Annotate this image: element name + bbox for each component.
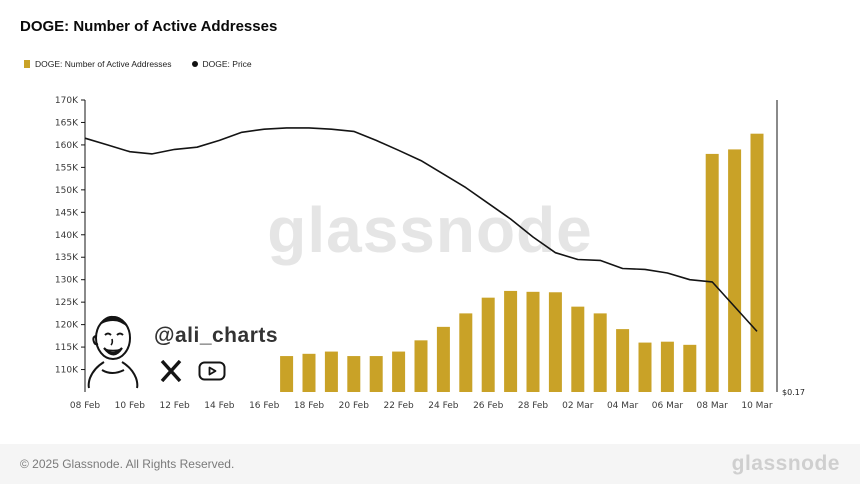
x-tick-label: 16 Feb <box>249 401 280 411</box>
legend-item-active-addresses[interactable]: DOGE: Number of Active Addresses <box>24 59 172 69</box>
active-addresses-bar <box>548 292 562 392</box>
active-addresses-bar <box>571 306 585 392</box>
y-tick-label: 170K <box>55 96 79 106</box>
y-tick-label: 120K <box>55 321 79 331</box>
active-addresses-bar <box>660 341 674 392</box>
copyright-text: © 2025 Glassnode. All Rights Reserved. <box>20 457 235 471</box>
x-tick-label: 22 Feb <box>383 401 414 411</box>
x-tick-label: 12 Feb <box>159 401 190 411</box>
active-addresses-bar <box>504 290 518 392</box>
social-icons-row <box>154 360 278 382</box>
y-tick-label: 135K <box>55 253 79 263</box>
y-tick-label: 155K <box>55 163 79 173</box>
active-addresses-bar <box>324 351 338 392</box>
price-axis-label: $0.17 <box>782 388 805 397</box>
x-logo-icon[interactable] <box>160 360 182 382</box>
chart-legend: DOGE: Number of Active Addresses DOGE: P… <box>24 59 252 69</box>
x-tick-label: 24 Feb <box>428 401 459 411</box>
x-tick-label: 08 Mar <box>697 401 729 411</box>
active-addresses-bar <box>459 313 473 392</box>
active-addresses-bar <box>616 329 630 392</box>
legend-item-price[interactable]: DOGE: Price <box>191 59 252 69</box>
x-tick-label: 28 Feb <box>518 401 549 411</box>
x-tick-label: 14 Feb <box>204 401 235 411</box>
active-addresses-bar <box>526 291 540 392</box>
y-tick-label: 160K <box>55 141 79 151</box>
gold-bar-marker-icon <box>24 60 30 68</box>
legend-label: DOGE: Number of Active Addresses <box>35 59 172 69</box>
ali-charts-handle: @ali_charts <box>154 324 279 347</box>
black-dot-marker-icon <box>191 61 198 67</box>
y-tick-label: 110K <box>55 366 79 376</box>
active-addresses-bar <box>392 351 406 392</box>
x-tick-label: 02 Mar <box>562 401 594 411</box>
active-addresses-bar <box>436 326 450 392</box>
legend-label: DOGE: Price <box>202 59 252 69</box>
active-addresses-bar <box>280 356 294 392</box>
x-tick-label: 26 Feb <box>473 401 504 411</box>
active-addresses-bar <box>683 344 697 392</box>
active-addresses-bar <box>593 313 607 392</box>
doge-active-addresses-chart: 110K 115K 120K 125K 130K 135K 140K 145K 150K 155K… <box>55 96 805 411</box>
x-tick-label: 10 Feb <box>115 401 146 411</box>
y-tick-label: 150K <box>55 186 79 196</box>
y-tick-label: 140K <box>55 231 79 241</box>
x-tick-label: 18 Feb <box>294 401 325 411</box>
active-addresses-bar <box>369 356 383 392</box>
y-tick-label: 115K <box>55 343 79 353</box>
active-addresses-bar <box>750 133 764 392</box>
page-title: DOGE: Number of Active Addresses <box>20 18 278 35</box>
chart-area: glassnode 110K 115K 120K 125K 130K 135K 140K 14… <box>12 86 848 422</box>
active-addresses-bar <box>638 342 652 392</box>
footer-bar: © 2025 Glassnode. All Rights Reserved. g… <box>0 444 860 484</box>
active-addresses-bar <box>414 340 428 392</box>
price-line <box>84 127 758 332</box>
x-tick-label: 06 Mar <box>652 401 684 411</box>
active-addresses-bar <box>481 297 495 392</box>
glassnode-footer-logo: glassnode <box>731 452 840 475</box>
x-tick-label: 10 Mar <box>741 401 773 411</box>
y-tick-label: 145K <box>55 208 79 218</box>
youtube-icon[interactable] <box>198 361 226 381</box>
active-addresses-bar <box>347 356 361 392</box>
y-tick-label: 165K <box>55 118 79 128</box>
active-addresses-bar <box>705 153 719 392</box>
active-addresses-bar <box>728 149 742 392</box>
annotation-text-block: @ali_charts <box>154 324 278 382</box>
active-addresses-bar <box>302 353 316 392</box>
face-sketch-avatar <box>87 315 139 389</box>
x-tick-label: 20 Feb <box>339 401 370 411</box>
x-tick-label: 04 Mar <box>607 401 639 411</box>
x-tick-label: 08 Feb <box>70 401 101 411</box>
y-tick-label: 130K <box>55 276 79 286</box>
y-tick-label: 125K <box>55 298 79 308</box>
ali-charts-annotation: @ali_charts <box>82 308 278 390</box>
